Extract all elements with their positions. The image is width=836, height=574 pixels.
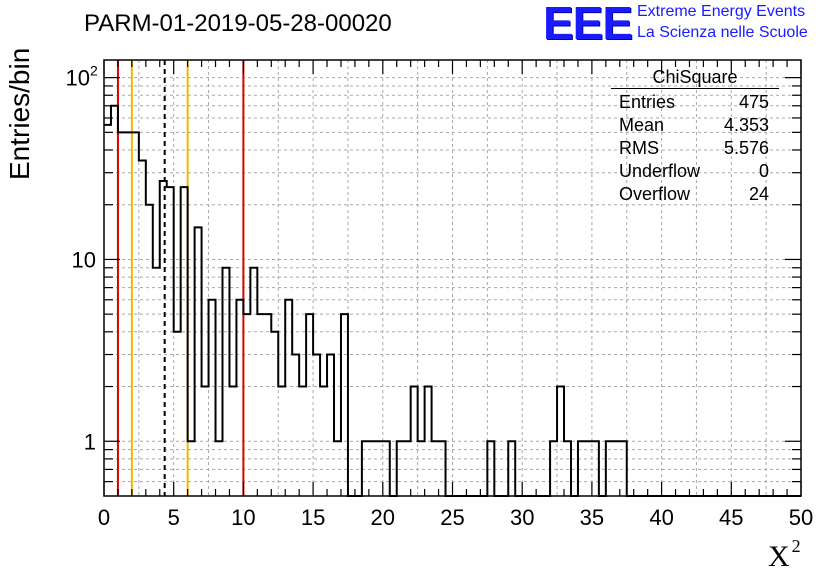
reference-lines [116,60,245,496]
stats-box: ChiSquare Entries 475 Mean 4.353 RMS 5.576 … [611,66,779,206]
x-tick-label: 15 [301,505,325,530]
x-tick-label: 35 [580,505,604,530]
logo-subtitle-line2: La Scienza nelle Scuole [637,24,808,41]
x-tick-label: 20 [371,505,395,530]
x-tick-label: 0 [98,505,110,530]
stats-row-rms: RMS 5.576 [619,138,769,158]
run-title: PARM-01-2019-05-28-00020 [84,10,392,37]
y-axis-label: Entries/bin [4,47,35,180]
x-tick-label: 25 [440,505,464,530]
grid-lines [104,60,801,496]
stats-row-mean: Mean 4.353 [619,115,769,135]
x-tick-label: 10 [231,505,255,530]
stats-row-overflow: Overflow 24 [619,184,769,204]
x-tick-label: 45 [719,505,743,530]
x-tick-label: 5 [168,505,180,530]
y-tick-label: 10 [66,66,90,91]
y-tick-label: 1 [84,429,96,454]
stats-row-entries: Entries 475 [619,92,769,112]
x-tick-label: 40 [649,505,673,530]
y-tick-exponent: 2 [90,63,98,79]
axis-ticks [103,60,802,496]
eee-logo: EEE [543,0,633,49]
y-tick-label: 10 [72,247,96,272]
x-tick-label: 50 [789,505,813,530]
logo-subtitle-line1: Extreme Energy Events [637,3,806,20]
stats-title: ChiSquare [611,66,779,89]
stats-row-underflow: Underflow 0 [619,161,769,181]
plot-frame [103,59,802,497]
x-tick-label: 30 [510,505,534,530]
